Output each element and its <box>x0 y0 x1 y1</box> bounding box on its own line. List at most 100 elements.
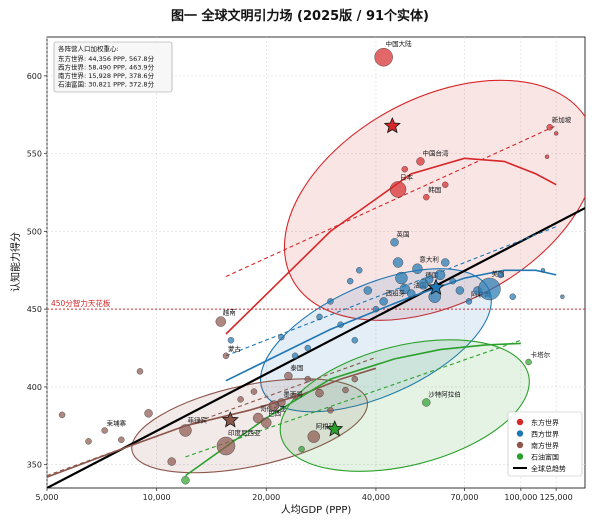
east-point <box>374 48 393 67</box>
point-label: 菲律宾 <box>187 415 207 424</box>
west-point <box>465 298 473 305</box>
west-point <box>424 275 434 284</box>
west-point <box>455 286 465 295</box>
west-point <box>407 289 416 298</box>
east-point <box>416 157 425 166</box>
stats-box-frame <box>53 41 173 93</box>
grid <box>46 37 585 488</box>
east-fit-curve <box>225 157 557 335</box>
south-point <box>237 396 244 403</box>
x-tick-label: 10,000 <box>143 493 171 502</box>
x-axis-label: 人均GDP (PPP) <box>281 504 352 516</box>
legend-label: 南方世界 <box>531 441 559 450</box>
legend-swatch <box>516 430 524 437</box>
east-point <box>389 181 407 198</box>
x-tick-label: 125,000 <box>540 493 573 502</box>
south-point <box>342 386 349 394</box>
west-point <box>399 283 410 295</box>
stats-box-line: 石油富国: 30,821 PPP, 372.8分 <box>58 80 155 89</box>
south-point <box>167 457 176 466</box>
east-point <box>544 154 550 159</box>
x-tick-label: 5,000 <box>36 493 59 502</box>
west-point <box>291 352 299 360</box>
west-point <box>304 344 311 352</box>
west-point <box>327 298 334 305</box>
oil-point <box>181 476 190 485</box>
stats-box-title: 各阵营人口加权重心: <box>58 44 119 53</box>
legend-label: 全球总趋势 <box>531 464 566 473</box>
point-label: 蒙古 <box>228 344 242 353</box>
south-point <box>136 368 144 375</box>
west-point <box>351 337 359 344</box>
west-point <box>540 268 546 273</box>
point-label: 中国大陆 <box>386 39 413 48</box>
south-point <box>101 427 108 434</box>
south-point <box>252 412 264 424</box>
south-point <box>284 371 293 381</box>
x-tick-label: 40,000 <box>362 493 390 502</box>
oil-centroid-star <box>326 420 344 437</box>
x-tick-label: 20,000 <box>252 493 280 502</box>
east-point <box>553 131 559 136</box>
oil-ellipse <box>279 339 530 472</box>
x-tick-label: 100,000 <box>504 493 537 502</box>
south-point <box>179 424 192 437</box>
y-tick-label: 500 <box>27 227 42 236</box>
point-label: 印度尼西亚 <box>228 428 261 437</box>
south-point <box>250 388 258 395</box>
point-label: 阿根廷 <box>316 422 336 431</box>
y-axis-label: 认知能力得分 <box>9 232 22 292</box>
east-point <box>423 193 430 201</box>
west-point <box>434 269 446 281</box>
south-fit-curve <box>47 367 377 478</box>
south-point <box>144 409 153 418</box>
plot-area <box>46 36 586 489</box>
y-tick-label: 450 <box>27 305 42 314</box>
west-point <box>560 294 565 299</box>
y-tick-label: 600 <box>27 72 42 81</box>
west-point <box>390 238 399 247</box>
point-label: 德国 <box>425 270 438 279</box>
point-label: 意大利 <box>419 255 439 264</box>
west-point <box>278 333 285 341</box>
point-label: 英国 <box>397 229 410 238</box>
plot-layer: 450分智力天花板中国大陆日本中国台湾韩国新加坡英国法国意大利德国阿联酋美国西班… <box>47 39 585 488</box>
east-point <box>401 165 408 173</box>
east-point <box>442 181 449 188</box>
x-tick-label: 70,000 <box>450 493 478 502</box>
ceiling-label: 450分智力天花板 <box>51 298 111 308</box>
legend-frame <box>507 411 583 477</box>
south-point <box>315 388 324 398</box>
point-label: 越南 <box>223 308 237 317</box>
legend-swatch <box>516 453 524 460</box>
global-trend-line <box>47 207 585 488</box>
south-point <box>85 438 92 445</box>
south-point <box>222 352 230 360</box>
south-point <box>291 393 299 400</box>
point-label: 沙特阿拉伯 <box>428 389 461 398</box>
legend-label: 西方世界 <box>531 429 559 438</box>
point-label: 巴西 <box>268 410 282 418</box>
west-point <box>316 313 323 321</box>
point-label: 柬埔寨 <box>107 418 127 427</box>
legend-label: 石油富国 <box>531 452 559 461</box>
y-tick-label: 550 <box>27 150 42 159</box>
point-label: 日本 <box>400 172 414 181</box>
point-label: 韩国 <box>428 185 441 194</box>
south-point <box>118 436 125 443</box>
legend-swatch <box>516 441 524 449</box>
west-point <box>356 267 363 274</box>
west-fit-curve <box>225 269 557 382</box>
south-centroid-star <box>221 411 239 428</box>
south-point <box>261 417 272 428</box>
south-point <box>304 375 311 383</box>
stats-box-line: 西方世界: 58,490 PPP, 463.9分 <box>58 63 155 72</box>
west-point <box>372 305 380 313</box>
south-point <box>268 400 280 411</box>
oil-point <box>525 358 532 366</box>
west-point <box>449 277 456 285</box>
west-point <box>392 257 404 268</box>
south-point <box>58 411 66 419</box>
